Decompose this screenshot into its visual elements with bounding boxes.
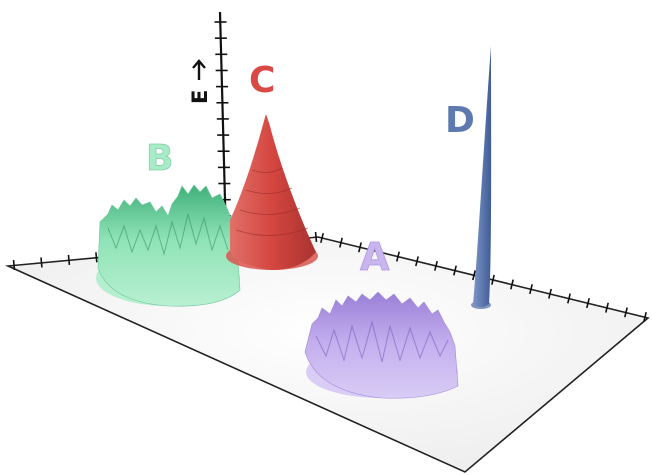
peak-a [304, 291, 459, 399]
axis-tick [434, 260, 438, 271]
axis-tick [453, 265, 457, 276]
peak-b-label: B [146, 138, 173, 179]
axis-tick [567, 293, 571, 304]
peak-b [96, 184, 241, 307]
axis-tick [529, 284, 533, 295]
peak-d [471, 46, 492, 309]
axis-tick [643, 311, 647, 323]
peak-d-body [473, 46, 492, 307]
axis-tick [605, 302, 609, 313]
energy-axis-label-group: E [188, 59, 212, 104]
axis-tick [586, 298, 590, 309]
axis-tick [95, 252, 98, 263]
peak-d-label: D [445, 100, 475, 141]
peak-a-body [304, 291, 459, 399]
energy-axis-arrowhead [192, 59, 206, 69]
back-right-axis-ticks [320, 232, 647, 323]
peak-b-texture [107, 213, 229, 256]
peak-c-body [230, 114, 316, 270]
axis-tick [320, 232, 324, 244]
axis-tick [314, 231, 318, 243]
axis-tick [377, 246, 381, 257]
energy-axis-label: E [188, 90, 212, 104]
axis-tick [12, 259, 16, 271]
axis-tick [491, 274, 495, 285]
peak-a-texture [315, 320, 449, 363]
axis-tick [472, 270, 476, 281]
peak-a-label: A [360, 235, 390, 279]
axis-tick [415, 256, 419, 267]
axis-tick [510, 279, 514, 290]
peak-b-body [97, 184, 241, 307]
axis-tick [358, 242, 362, 253]
peak-c-label: C [249, 60, 275, 101]
peak-c [226, 114, 318, 270]
axis-tick [548, 288, 552, 299]
axis-tick [396, 251, 400, 262]
axis-tick [624, 307, 628, 318]
axis-tick [67, 254, 71, 265]
axis-tick [40, 257, 43, 268]
peak-c-contours [235, 167, 309, 236]
axis-tick [339, 237, 343, 248]
